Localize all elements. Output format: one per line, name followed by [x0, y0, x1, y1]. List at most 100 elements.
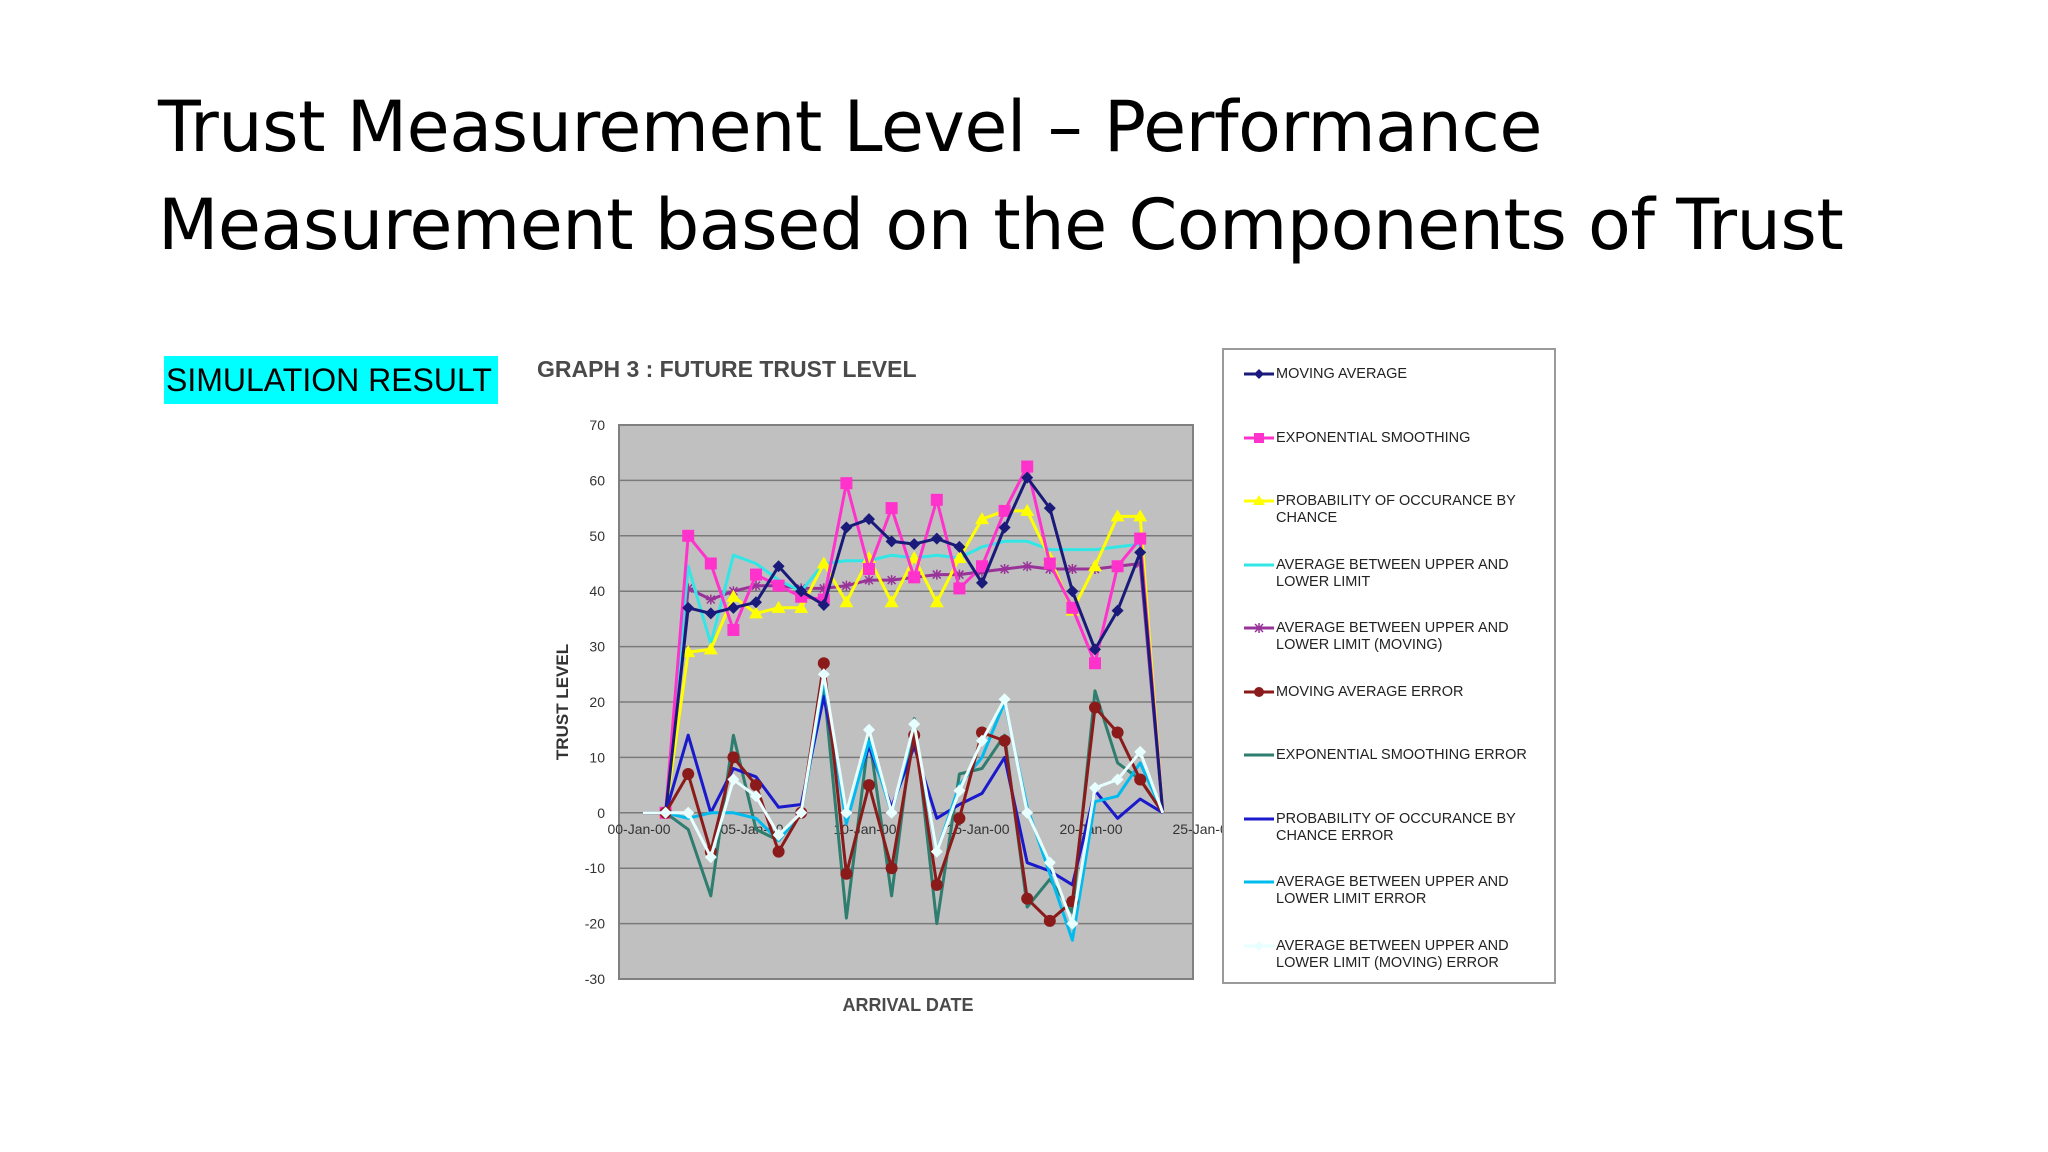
- data-point: [863, 513, 875, 526]
- legend-label: AVERAGE BETWEEN UPPER AND LOWER LIMIT (M…: [1276, 937, 1509, 971]
- data-point: [703, 642, 718, 655]
- series-1: [643, 471, 1165, 819]
- y-tick-labels: 70 60 50 40 30 20 10 0 -10 -20 -30: [585, 417, 605, 987]
- legend-swatch: [1244, 623, 1274, 633]
- y-tick-label: -20: [585, 916, 605, 932]
- data-point: [683, 583, 694, 594]
- data-point: [930, 532, 943, 545]
- data-point: [816, 556, 831, 569]
- chart-legend: MOVING AVERAGE EXPONENTIAL SMOOTHING PROBA…: [1222, 348, 1556, 984]
- data-point: [772, 845, 785, 858]
- data-point: [976, 734, 988, 747]
- data-point: [885, 502, 898, 515]
- legend-item: EXPONENTIAL SMOOTHING: [1242, 430, 1554, 486]
- data-point: [1089, 657, 1101, 670]
- data-point: [1111, 726, 1124, 739]
- chart-title: GRAPH 3 : FUTURE TRUST LEVEL: [537, 356, 917, 382]
- data-point: [727, 601, 740, 614]
- data-point: [704, 557, 717, 570]
- data-point: [976, 560, 988, 573]
- data-point: [930, 845, 943, 858]
- data-point: [907, 550, 922, 563]
- series-line: [643, 672, 1165, 926]
- data-point: [1134, 745, 1147, 758]
- legend-swatch: [1244, 686, 1274, 697]
- data-point: [840, 477, 853, 490]
- data-point: [1066, 917, 1079, 930]
- x-axis-label: ARRIVAL DATE: [842, 995, 973, 1015]
- data-point: [975, 512, 989, 525]
- legend-swatch: [1244, 753, 1274, 757]
- legend-label: EXPONENTIAL SMOOTHING ERROR: [1276, 747, 1527, 763]
- data-point: [863, 779, 875, 792]
- data-point: [817, 657, 830, 670]
- legend-item: EXPONENTIAL SMOOTHING ERROR: [1242, 747, 1554, 803]
- data-point: [682, 529, 695, 542]
- data-point: [1043, 502, 1056, 515]
- data-point: [864, 575, 874, 586]
- data-point: [772, 560, 785, 573]
- slide-title-line-2: Measurement based on the Components of T…: [158, 184, 1844, 266]
- legend-item: AVERAGE BETWEEN UPPER AND LOWER LIMIT ER…: [1242, 874, 1554, 930]
- series-10: [643, 668, 1165, 930]
- data-point: [1021, 460, 1034, 473]
- data-point: [1043, 557, 1056, 570]
- data-point: [931, 569, 942, 580]
- legend-label: AVERAGE BETWEEN UPPER AND LOWER LIMIT: [1276, 556, 1509, 590]
- data-point: [727, 773, 740, 786]
- data-point: [952, 550, 967, 563]
- legend-item: AVERAGE BETWEEN UPPER AND LOWER LIMIT: [1242, 557, 1554, 613]
- data-point: [886, 575, 897, 586]
- data-point: [840, 521, 853, 534]
- legend-swatch: [1244, 495, 1274, 505]
- legend-swatch: [1244, 940, 1274, 951]
- data-point: [750, 596, 762, 609]
- data-point: [999, 564, 1010, 575]
- data-point: [795, 806, 808, 819]
- data-point: [1043, 914, 1056, 927]
- data-point: [749, 606, 763, 619]
- legend-label: MOVING AVERAGE ERROR: [1276, 683, 1464, 700]
- data-point: [1111, 604, 1124, 617]
- legend-item: MOVING AVERAGE ERROR: [1242, 684, 1554, 740]
- y-tick-label: 70: [589, 417, 605, 433]
- data-point: [1021, 471, 1034, 484]
- data-point: [704, 607, 717, 620]
- data-point: [1022, 561, 1033, 572]
- data-point: [682, 768, 695, 781]
- data-point: [682, 806, 695, 819]
- data-point: [772, 579, 785, 592]
- simulation-result-label: SIMULATION RESULT: [164, 356, 498, 404]
- legend-swatch: [1244, 432, 1274, 443]
- series-line: [643, 539, 1165, 815]
- legend-label: PROBABILITY OF OCCURANCE BY CHANCE: [1276, 493, 1516, 526]
- future-trust-level-chart: GRAPH 3 : FUTURE TRUST LEVEL 70 60 50 40 30 2…: [537, 356, 1230, 1015]
- data-point: [954, 569, 965, 580]
- data-point: [1110, 509, 1125, 522]
- data-point: [953, 540, 966, 553]
- data-point: [908, 571, 921, 584]
- y-tick-label: 0: [597, 805, 605, 821]
- legend-item: AVERAGE BETWEEN UPPER AND LOWER LIMIT (M…: [1242, 620, 1554, 676]
- data-point: [727, 751, 740, 764]
- data-point: [908, 718, 921, 731]
- data-point: [929, 595, 944, 608]
- y-tick-label: 20: [589, 694, 605, 710]
- data-point: [817, 668, 830, 681]
- data-point: [908, 538, 921, 551]
- series-4: [643, 539, 1165, 815]
- data-point: [818, 583, 829, 594]
- y-axis-label: TRUST LEVEL: [553, 644, 572, 760]
- data-point: [885, 862, 898, 875]
- data-point: [885, 806, 898, 819]
- data-point: [953, 784, 966, 797]
- legend-item: MOVING AVERAGE: [1242, 366, 1554, 422]
- data-point: [1111, 560, 1124, 573]
- data-point: [772, 828, 785, 841]
- data-point: [1134, 546, 1147, 559]
- data-point: [659, 806, 672, 819]
- legend-swatch: [1244, 369, 1274, 379]
- legend-swatch: [1244, 563, 1274, 566]
- data-point: [998, 734, 1011, 747]
- data-point: [998, 504, 1011, 517]
